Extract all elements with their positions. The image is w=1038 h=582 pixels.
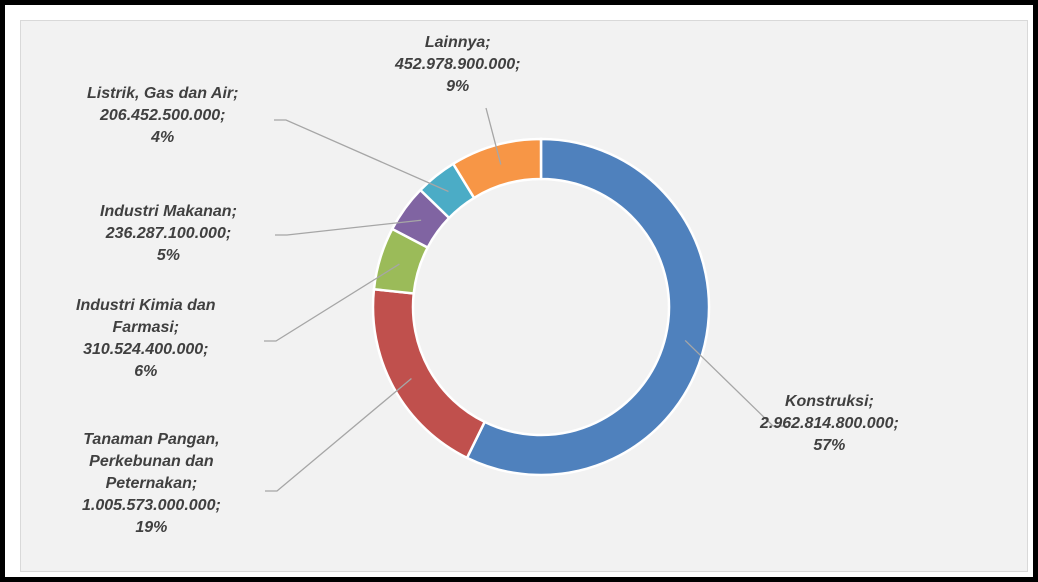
slice-konstruksi xyxy=(465,137,711,477)
data-label-percent: 6% xyxy=(134,363,158,380)
leader-line-industri-kimia-dan-farmasi xyxy=(264,263,400,342)
data-label-name: Lainnya; xyxy=(424,34,491,51)
data-label-name: Industri Makanan; xyxy=(100,203,237,220)
data-label-value: 452.978.900.000; xyxy=(395,56,521,73)
slice-tanaman-pangan-perkebunan-dan-peternakan xyxy=(371,287,487,460)
data-label-percent: 19% xyxy=(135,519,168,536)
leader-line-industri-makanan xyxy=(275,219,422,236)
data-label-value: 236.287.100.000; xyxy=(105,225,232,242)
data-label-lainnya: Lainnya; 452.978.900.000; 9% xyxy=(395,32,520,98)
data-label-tanaman-pangan-perkebunan-dan-peternakan: Tanaman Pangan, Perkebunan dan Peternakan;… xyxy=(82,429,221,539)
slice-lainnya xyxy=(451,137,543,200)
data-label-konstruksi: Konstruksi; 2.962.814.800.000; 57% xyxy=(760,391,899,457)
data-label-value: 1.005.573.000.000; xyxy=(82,497,221,514)
data-label-value: 2.962.814.800.000; xyxy=(760,415,899,432)
leader-line-konstruksi xyxy=(684,339,787,427)
data-label-percent: 57% xyxy=(813,437,846,454)
data-label-name: Konstruksi; xyxy=(784,393,874,410)
chart-area xyxy=(20,20,1028,572)
data-label-industri-makanan: Industri Makanan; 236.287.100.000; 5% xyxy=(100,201,237,267)
data-label-name: Industri Kimia dan xyxy=(76,297,216,314)
data-label-name: Farmasi; xyxy=(112,319,180,336)
leader-line-tanaman-pangan-perkebunan-dan-peternakan xyxy=(265,378,412,492)
data-label-value: 206.452.500.000; xyxy=(100,107,226,124)
leader-line-listrik-gas-dan-air xyxy=(274,119,449,193)
data-label-name: Tanaman Pangan, xyxy=(83,431,220,448)
leader-line-lainnya xyxy=(485,107,502,165)
data-label-name: Perkebunan dan xyxy=(89,453,214,470)
data-label-percent: 9% xyxy=(446,78,470,95)
data-label-percent: 4% xyxy=(151,129,175,146)
data-label-industri-kimia-dan-farmasi: Industri Kimia dan Farmasi; 310.524.400.00… xyxy=(76,295,216,383)
data-label-value: 310.524.400.000; xyxy=(83,341,209,358)
data-label-name: Listrik, Gas dan Air; xyxy=(87,85,239,102)
data-label-percent: 5% xyxy=(156,247,181,264)
data-label-name: Peternakan; xyxy=(105,475,198,492)
data-label-listrik-gas-dan-air: Listrik, Gas dan Air; 206.452.500.000; 4% xyxy=(87,83,238,149)
